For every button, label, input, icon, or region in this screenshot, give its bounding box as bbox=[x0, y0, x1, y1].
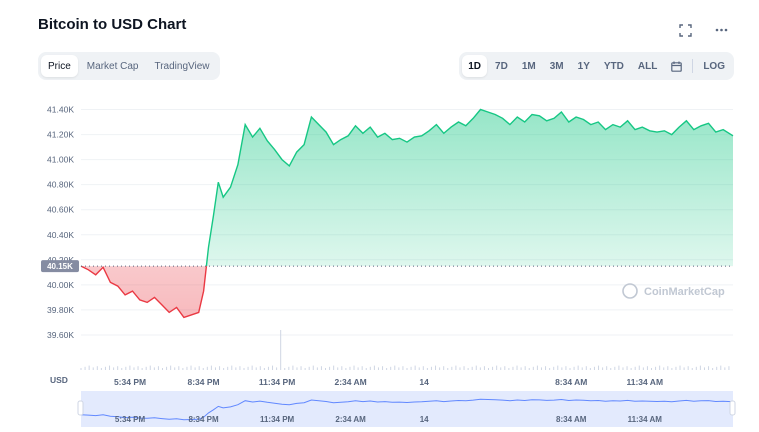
y-tick-label: 40.20K bbox=[47, 255, 74, 265]
navigator-tick-label: 2:34 AM bbox=[335, 415, 366, 424]
y-tick-label: 41.00K bbox=[47, 155, 74, 165]
navigator-tick-label: 14 bbox=[420, 415, 429, 424]
price-area-down bbox=[81, 266, 207, 318]
range-1d[interactable]: 1D bbox=[462, 55, 488, 77]
x-tick-label: 2:34 AM bbox=[334, 377, 366, 387]
range-all[interactable]: ALL bbox=[637, 60, 658, 72]
time-range-tabs: 1D 7D 1M 3M 1Y YTD ALL LOG bbox=[459, 52, 734, 80]
range-1m[interactable]: 1M bbox=[521, 60, 536, 72]
x-tick-label: 11:34 PM bbox=[259, 377, 295, 387]
price-line-up bbox=[81, 108, 734, 267]
calendar-icon[interactable] bbox=[665, 55, 688, 77]
range-1y[interactable]: 1Y bbox=[577, 60, 590, 72]
x-tick-label: 5:34 PM bbox=[114, 377, 146, 387]
price-line-down bbox=[80, 266, 208, 319]
y-tick-label: 40.00K bbox=[47, 280, 74, 290]
y-tick-label: 39.60K bbox=[47, 330, 74, 340]
x-axis: 5:34 PM 8:34 PM 11:34 PM 2:34 AM 14 8:34 AM 11… bbox=[114, 377, 663, 387]
y-tick-label: 40.40K bbox=[47, 230, 74, 240]
y-tick-label: 41.40K bbox=[47, 105, 74, 115]
price-area-up bbox=[81, 109, 733, 267]
navigator-window[interactable] bbox=[81, 391, 733, 427]
fullscreen-icon[interactable] bbox=[677, 22, 693, 38]
range-ytd[interactable]: YTD bbox=[603, 60, 624, 72]
tab-market-cap[interactable]: Market Cap bbox=[86, 60, 139, 72]
chart-title: Bitcoin to USD Chart bbox=[38, 16, 187, 33]
navigator-tick-label: 11:34 PM bbox=[260, 415, 295, 424]
watermark-text: CoinMarketCap bbox=[644, 286, 725, 298]
watermark: CoinMarketCap bbox=[622, 283, 725, 299]
header-actions bbox=[677, 22, 729, 38]
y-tick-label: 39.80K bbox=[47, 305, 74, 315]
coinmarketcap-logo-icon bbox=[622, 283, 638, 299]
x-tick-label: 14 bbox=[419, 377, 429, 387]
chart-type-tabs: Price Market Cap TradingView bbox=[38, 52, 220, 80]
reference-price-label: 40.15K bbox=[47, 262, 73, 271]
tab-tradingview[interactable]: TradingView bbox=[154, 60, 210, 72]
y-tick-label: 41.20K bbox=[47, 130, 74, 140]
navigator[interactable]: 5:34 PM 8:34 PM 11:34 PM 2:34 AM 14 8:34 AM 11… bbox=[77, 391, 736, 427]
navigator-axis: 5:34 PM 8:34 PM 11:34 PM 2:34 AM 14 8:34 AM 11… bbox=[115, 415, 662, 424]
range-3m[interactable]: 3M bbox=[549, 60, 564, 72]
navigator-line bbox=[80, 398, 734, 421]
navigator-handle-right[interactable] bbox=[729, 400, 736, 416]
navigator-tick-label: 8:34 AM bbox=[556, 415, 587, 424]
currency-label: USD bbox=[50, 375, 68, 385]
navigator-handle-left[interactable] bbox=[77, 400, 84, 416]
navigator-tick-label: 8:34 PM bbox=[188, 415, 219, 424]
volume-ticks bbox=[80, 330, 730, 370]
segment-divider bbox=[692, 59, 694, 73]
y-tick-label: 40.60K bbox=[47, 205, 74, 215]
navigator-tick-label: 11:34 AM bbox=[628, 415, 663, 424]
x-tick-label: 8:34 AM bbox=[555, 377, 587, 387]
y-tick-label: 40.80K bbox=[47, 180, 74, 190]
x-tick-label: 11:34 AM bbox=[626, 377, 663, 387]
y-axis: 39.60K 39.80K 40.00K 40.20K 40.40K 40.60K 40.8… bbox=[47, 105, 74, 340]
reference-price-tag: 40.15K bbox=[41, 260, 79, 273]
log-scale-toggle[interactable]: LOG bbox=[703, 60, 725, 72]
more-options-icon[interactable] bbox=[713, 22, 729, 38]
tab-price[interactable]: Price bbox=[41, 55, 78, 77]
x-tick-label: 8:34 PM bbox=[187, 377, 219, 387]
range-7d[interactable]: 7D bbox=[495, 60, 508, 72]
navigator-tick-label: 5:34 PM bbox=[115, 415, 146, 424]
